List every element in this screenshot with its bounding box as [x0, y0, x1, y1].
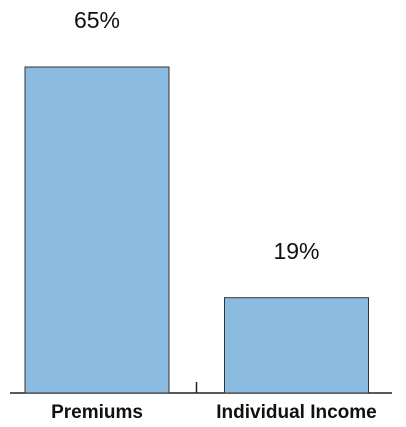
value-label: 19%	[273, 238, 319, 264]
x-tick-label: Premiums	[51, 402, 143, 423]
value-label: 65%	[74, 7, 120, 33]
bar	[24, 66, 170, 394]
x-tick-label: Individual Income	[216, 402, 376, 423]
bar	[224, 297, 369, 394]
